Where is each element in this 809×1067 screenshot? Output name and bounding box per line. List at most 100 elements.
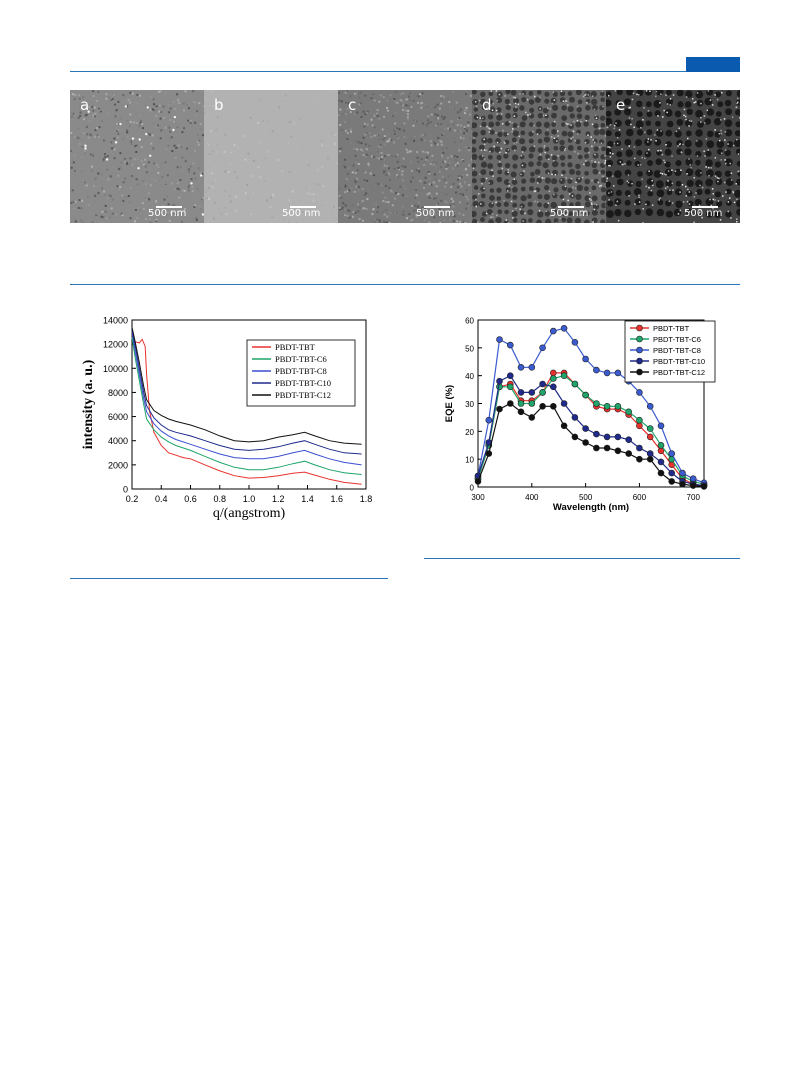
data-point [625, 408, 632, 416]
tem-panel-label: e [616, 96, 626, 114]
y-tick-label: 10 [465, 456, 474, 465]
x-tick-label: 300 [471, 493, 485, 502]
data-point [560, 372, 568, 379]
data-point [496, 336, 503, 343]
data-point [679, 469, 686, 477]
data-point [507, 372, 514, 379]
data-point [528, 414, 536, 421]
data-point [636, 389, 643, 396]
data-point [496, 377, 503, 385]
figure-rule-top [70, 284, 740, 285]
scale-bar [692, 206, 718, 208]
data-point [603, 403, 611, 410]
legend-label: PBDT-TBT-C8 [275, 366, 327, 376]
data-point [614, 447, 622, 455]
legend-label: PBDT-TBT-C10 [653, 357, 705, 366]
data-point [646, 425, 654, 432]
series-line-pbdt-tbt-c8 [477, 327, 705, 484]
data-point [539, 403, 546, 410]
tem-panel-label: c [348, 96, 357, 114]
data-point [539, 389, 546, 396]
data-point [571, 380, 579, 388]
data-point [593, 366, 600, 374]
series-line-pbdt-tbt-c8 [131, 332, 362, 466]
legend-label: PBDT-TBT-C12 [275, 390, 331, 400]
data-point [485, 450, 493, 457]
y-tick-label: 4000 [108, 436, 128, 446]
data-point [593, 444, 600, 452]
x-axis-label: q/(angstrom) [213, 506, 286, 521]
x-tick-label: 0.2 [126, 494, 139, 504]
x-tick-label: 1.6 [330, 494, 343, 504]
tem-micrograph [606, 90, 740, 223]
scale-bar-label: 500 nm [282, 208, 321, 219]
data-point [550, 375, 557, 382]
data-point [657, 458, 665, 466]
data-point [603, 369, 611, 377]
legend-marker [636, 346, 643, 354]
data-point [550, 403, 557, 410]
data-point [517, 400, 525, 407]
data-point [657, 422, 665, 430]
data-point [603, 433, 611, 441]
data-point [593, 430, 600, 438]
data-point [550, 369, 557, 377]
series-line-pbdt-tbt-c10 [477, 374, 705, 487]
data-point [517, 408, 525, 416]
data-point [496, 383, 503, 391]
y-tick-label: 12000 [103, 340, 128, 350]
tem-micrograph [472, 90, 606, 223]
x-tick-label: 1.2 [272, 494, 285, 504]
data-point [679, 480, 686, 488]
data-point [614, 433, 622, 441]
data-point [474, 478, 482, 485]
legend-box [246, 339, 356, 407]
y-tick-label: 2000 [108, 460, 128, 470]
scale-bar-label: 500 nm [148, 208, 187, 219]
y-tick-label: 20 [465, 428, 474, 437]
data-point [646, 450, 654, 457]
data-point [560, 324, 568, 332]
data-point [657, 469, 665, 477]
scale-bar-label: 500 nm [684, 208, 723, 219]
tem-panel-label: d [482, 96, 492, 114]
data-point [528, 363, 536, 371]
series-line-pbdt-tbt [477, 372, 705, 487]
x-tick-label: 1.4 [301, 494, 314, 504]
header-accent-block [686, 57, 740, 72]
data-point [485, 416, 493, 424]
scale-bar [424, 206, 450, 208]
tem-panel-label: b [214, 96, 224, 114]
data-point [657, 442, 665, 449]
tem-image-strip: a 500 nm b 500 nm c 500 nm d 500 nm e 500 nm [70, 90, 740, 223]
x-tick-label: 1.8 [360, 494, 373, 504]
x-tick-label: 0.4 [155, 494, 168, 504]
x-axis-label: Wavelength (nm) [553, 502, 629, 513]
legend-label: PBDT-TBT [275, 342, 316, 352]
data-point [636, 422, 643, 430]
scale-bar-label: 500 nm [416, 208, 455, 219]
data-point [636, 416, 643, 424]
y-tick-label: 50 [465, 344, 474, 353]
y-tick-label: 14000 [103, 316, 128, 326]
x-tick-label: 700 [687, 493, 701, 502]
data-point [582, 425, 589, 432]
data-point [528, 400, 536, 407]
eqe-chart: 300 400 500 600 700 0 10 20 30 40 50 60 Wavelength (… [444, 317, 716, 513]
series-line-pbdt-tbt-c12 [131, 327, 362, 445]
legend-marker [636, 357, 643, 365]
data-point [550, 383, 557, 391]
data-point [689, 482, 697, 489]
data-point [668, 478, 675, 485]
data-point [571, 433, 579, 441]
data-point [582, 355, 589, 363]
tem-micrograph [70, 90, 204, 223]
scale-bar-label: 500 nm [550, 208, 589, 219]
saxs-intensity-chart: 0.2 0.4 0.6 0.8 1.0 1.2 1.4 1.6 1.8 0 2000 4000 6000… [81, 316, 373, 522]
data-point [625, 450, 632, 457]
legend-label: PBDT-TBT-C10 [275, 378, 331, 388]
data-point [636, 455, 643, 463]
data-point [560, 400, 568, 407]
y-axis-label: EQE (%) [444, 385, 455, 422]
data-point [646, 403, 654, 410]
